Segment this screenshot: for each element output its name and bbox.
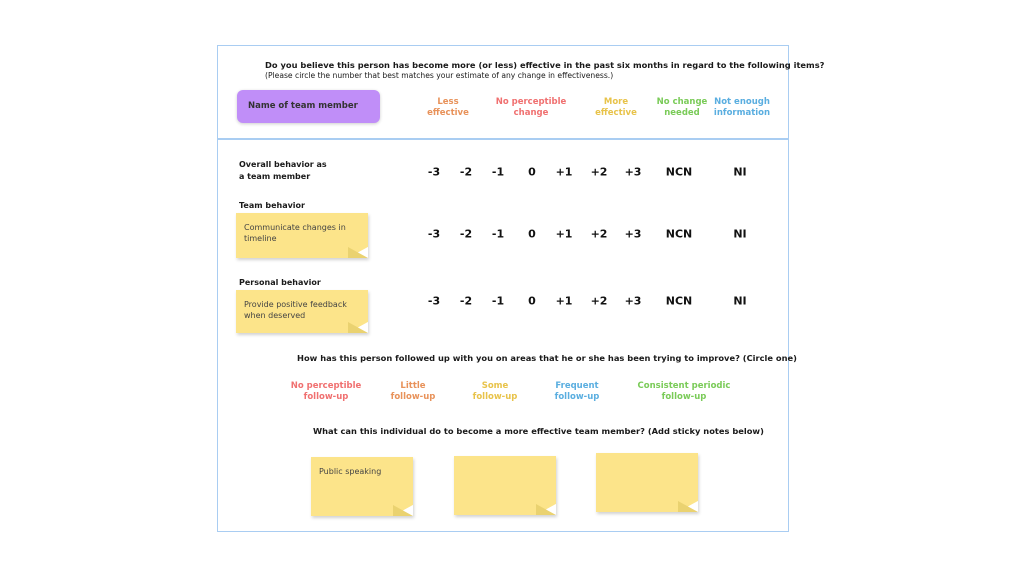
- row-title-personal: Personal behavior: [239, 278, 321, 287]
- rating-option[interactable]: -3: [427, 165, 441, 179]
- row-title-team: Team behavior: [239, 201, 305, 210]
- sticky-note-improve-2[interactable]: [454, 456, 556, 515]
- rating-option[interactable]: -3: [427, 227, 441, 241]
- rating-option[interactable]: NI: [733, 227, 747, 241]
- rating-option[interactable]: 0: [528, 227, 536, 241]
- scale-label: Less effective: [427, 97, 469, 118]
- form-frame: [217, 45, 789, 532]
- sticky-note-team[interactable]: Communicate changes in timeline: [236, 213, 368, 258]
- rating-option[interactable]: -2: [459, 165, 473, 179]
- scale-label: Not enough information: [713, 97, 771, 118]
- rating-option[interactable]: +1: [555, 294, 573, 308]
- rating-option[interactable]: +3: [624, 294, 642, 308]
- followup-option[interactable]: Frequent follow-up: [554, 381, 600, 402]
- effectiveness-question: Do you believe this person has become mo…: [265, 60, 825, 70]
- rating-option[interactable]: -3: [427, 294, 441, 308]
- followup-question: How has this person followed up with you…: [297, 353, 797, 363]
- scale-label: More effective: [595, 97, 637, 118]
- rating-option[interactable]: +1: [555, 227, 573, 241]
- instruction-text: (Please circle the number that best matc…: [265, 71, 614, 80]
- rating-option[interactable]: -2: [459, 227, 473, 241]
- row-title-overall: Overall behavior as a team member: [239, 160, 327, 181]
- rating-option[interactable]: +3: [624, 227, 642, 241]
- improve-question: What can this individual do to become a …: [313, 426, 764, 436]
- rating-option[interactable]: +2: [590, 165, 608, 179]
- rating-option[interactable]: -1: [491, 165, 505, 179]
- scale-label: No perceptible change: [495, 97, 567, 118]
- rating-option[interactable]: +3: [624, 165, 642, 179]
- rating-option[interactable]: NCN: [665, 294, 693, 308]
- rating-option[interactable]: NCN: [665, 165, 693, 179]
- rating-option[interactable]: 0: [528, 165, 536, 179]
- rating-option[interactable]: -1: [491, 294, 505, 308]
- rating-option[interactable]: 0: [528, 294, 536, 308]
- rating-option[interactable]: -1: [491, 227, 505, 241]
- rating-option[interactable]: +2: [590, 227, 608, 241]
- sticky-note-improve-3[interactable]: [596, 453, 698, 512]
- rating-option[interactable]: -2: [459, 294, 473, 308]
- rating-option[interactable]: +1: [555, 165, 573, 179]
- followup-option[interactable]: Some follow-up: [472, 381, 518, 402]
- rating-option[interactable]: NI: [733, 294, 747, 308]
- team-member-name-box[interactable]: Name of team member: [237, 90, 380, 123]
- sticky-note-improve-1[interactable]: Public speaking: [311, 457, 413, 516]
- rating-option[interactable]: NCN: [665, 227, 693, 241]
- followup-option[interactable]: Little follow-up: [390, 381, 436, 402]
- followup-option[interactable]: Consistent periodic follow-up: [637, 381, 731, 402]
- followup-option[interactable]: No perceptible follow-up: [290, 381, 362, 402]
- header-divider: [217, 138, 789, 140]
- sticky-note-personal[interactable]: Provide positive feedback when deserved: [236, 290, 368, 333]
- rating-option[interactable]: NI: [733, 165, 747, 179]
- scale-label: No change needed: [656, 97, 708, 118]
- rating-option[interactable]: +2: [590, 294, 608, 308]
